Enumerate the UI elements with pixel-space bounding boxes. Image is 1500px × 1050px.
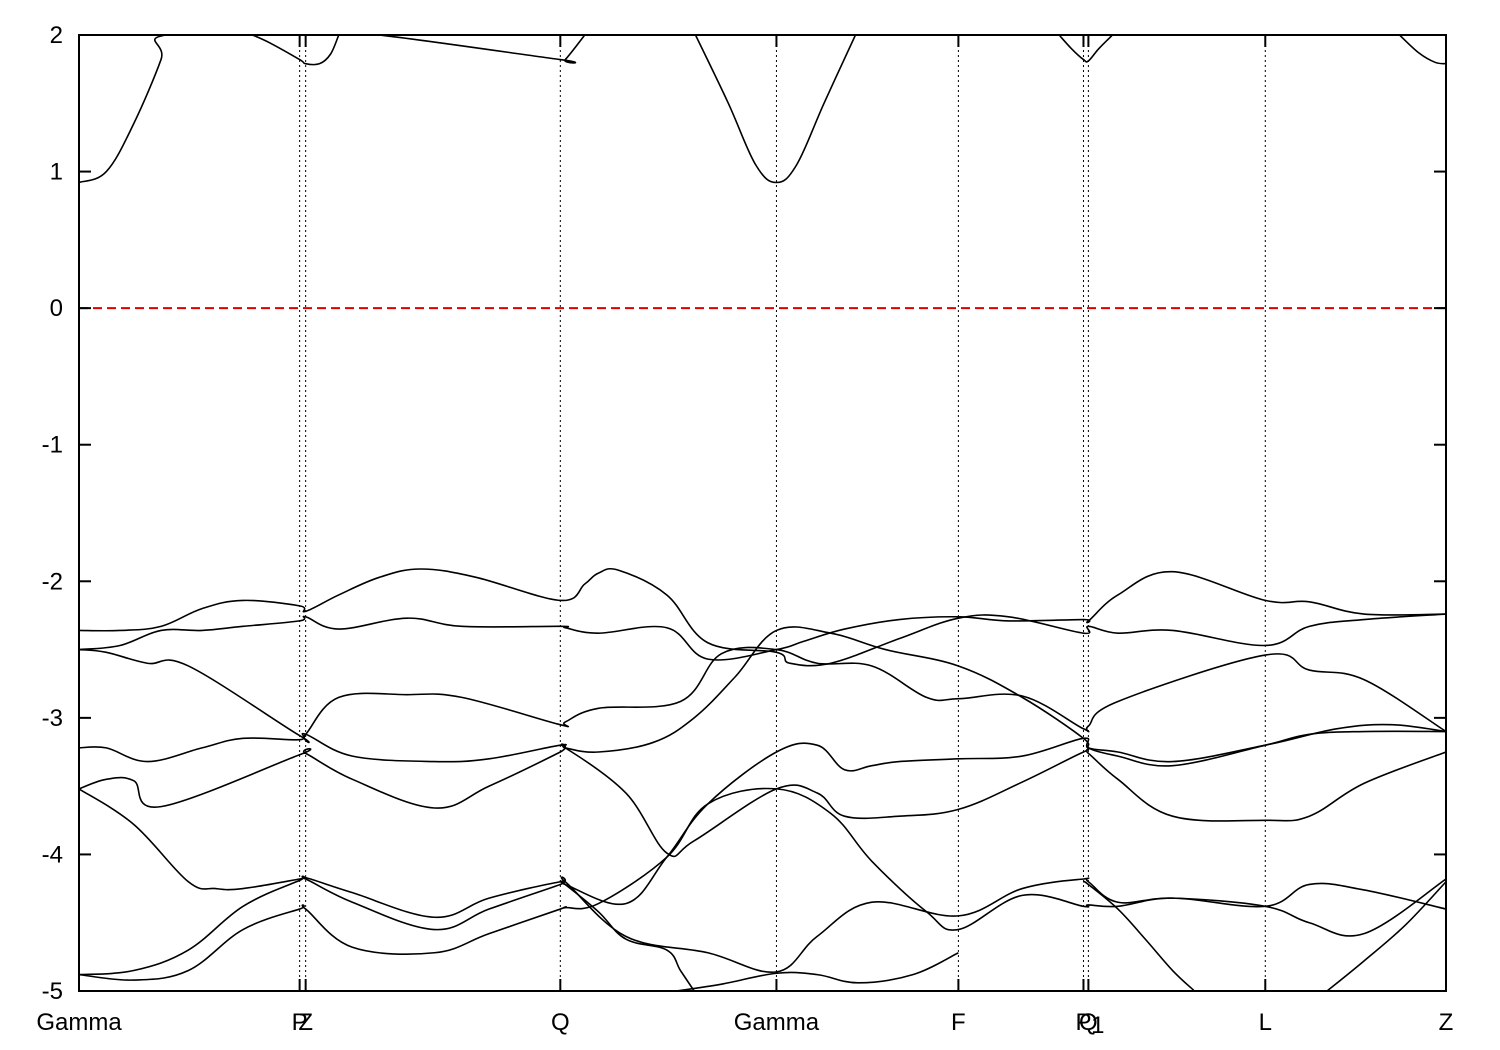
band-line-10 [79,730,1446,919]
x-tick-label-4: Gamma [734,1009,820,1036]
band-line-15 [1326,881,1446,991]
band-series [79,35,1446,991]
plot-frame [78,34,1447,992]
x-tick-label-0: Gamma [36,1009,122,1036]
x-tick-label-6: P [1075,1009,1091,1036]
y-tick-label-2: 0 [50,295,63,322]
x-ticks: Gamma PZ Q Gamma F PQ1 L Z [36,35,1453,1039]
y-tick-label-0: 2 [50,22,63,49]
x-tick-label-8: 1 [1091,1012,1104,1039]
band-line-8 [79,626,1446,763]
x-tick-label-9: L [1259,1009,1272,1036]
band-line-13 [559,880,695,991]
y-tick-label-1: 1 [50,159,63,186]
x-tick-label-1: P [292,1009,308,1036]
band-line-4 [1398,35,1446,65]
x-tick-label-5: F [951,1009,966,1036]
y-tick-label-6: -4 [42,841,63,868]
band-line-12 [79,787,1446,981]
band-line-0 [79,35,586,184]
y-tick-label-4: -2 [42,568,63,595]
x-tick-label-10: Z [1439,1009,1454,1036]
band-line-7 [79,646,1446,744]
x-tick-label-7: Q [1079,1009,1098,1036]
band-line-5 [79,567,1446,667]
y-tick-label-5: -3 [42,705,63,732]
x-tick-label-3: Q [551,1009,570,1036]
x-tick-label-2: Z [298,1009,313,1036]
band-line-16 [676,952,959,991]
band-line-3 [1058,35,1114,63]
y-ticks: 2 1 0 -1 -2 -3 -4 -5 [42,22,1446,1005]
kpoint-divider-lines [299,35,1266,991]
band-line-14 [1082,880,1196,991]
y-tick-label-3: -1 [42,432,63,459]
band-line-1 [252,35,340,66]
band-line-9 [79,743,1446,858]
band-line-2 [694,35,857,184]
plot-axes [78,34,1447,992]
band-line-6 [79,570,1446,661]
y-tick-label-7: -5 [42,978,63,1005]
